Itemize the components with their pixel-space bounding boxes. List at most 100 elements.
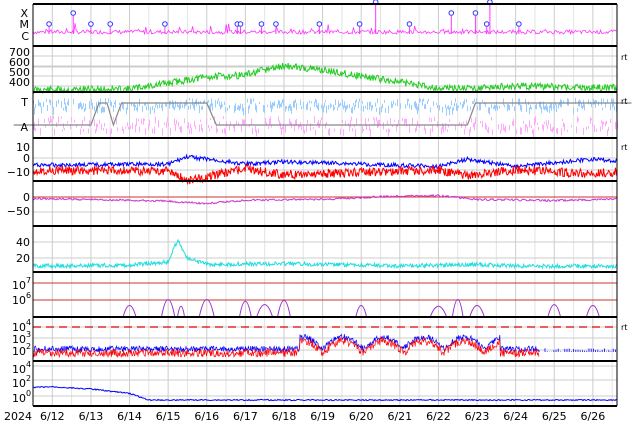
sector-away-mark bbox=[412, 117, 413, 125]
sector-away-mark bbox=[603, 121, 604, 125]
sector-away-mark bbox=[601, 120, 602, 124]
sector-toward-mark bbox=[195, 100, 196, 104]
y-tick-label: C bbox=[21, 30, 29, 43]
y-tick-label: 400 bbox=[9, 76, 30, 89]
sector-away-mark bbox=[67, 121, 68, 124]
sector-toward-mark bbox=[482, 99, 483, 103]
sector-toward-mark bbox=[66, 106, 67, 113]
sector-toward-mark bbox=[255, 103, 256, 111]
sector-toward-mark bbox=[250, 98, 251, 104]
sector-toward-mark bbox=[215, 100, 216, 108]
sector-toward-mark bbox=[371, 105, 372, 112]
y-tick-label: T bbox=[20, 96, 28, 109]
sector-away-mark bbox=[313, 127, 314, 130]
sector-away-mark bbox=[505, 125, 506, 133]
sector-toward-mark bbox=[340, 102, 341, 106]
sector-toward-mark bbox=[97, 105, 98, 114]
sector-away-mark bbox=[285, 125, 286, 133]
sector-away-mark bbox=[201, 123, 202, 131]
sector-toward-mark bbox=[194, 103, 195, 111]
sector-toward-mark bbox=[285, 106, 286, 112]
sector-away-mark bbox=[168, 122, 169, 127]
sector-away-mark bbox=[314, 116, 315, 123]
data-layer bbox=[13, 0, 632, 402]
sector-toward-mark bbox=[104, 107, 105, 113]
sector-away-mark bbox=[576, 126, 577, 134]
y-tick-label: M bbox=[20, 18, 30, 31]
sector-away-mark bbox=[441, 127, 442, 135]
sector-toward-mark bbox=[98, 100, 99, 105]
sector-toward-mark bbox=[425, 103, 426, 109]
sector-away-mark bbox=[162, 128, 163, 136]
sector-away-mark bbox=[82, 119, 83, 125]
sector-toward-mark bbox=[507, 103, 508, 112]
sector-toward-mark bbox=[539, 101, 540, 108]
fluence-arc bbox=[452, 299, 464, 317]
sector-toward-mark bbox=[161, 104, 162, 109]
sector-away-mark bbox=[278, 116, 279, 122]
sector-away-mark bbox=[149, 119, 150, 126]
sector-away-mark bbox=[366, 124, 367, 130]
sector-away-mark bbox=[351, 116, 352, 121]
flare-marker bbox=[70, 10, 77, 16]
sector-away-mark bbox=[352, 128, 353, 132]
sector-away-mark bbox=[594, 125, 595, 133]
sector-away-mark bbox=[553, 126, 554, 131]
sector-toward-mark bbox=[49, 99, 50, 103]
sector-away-mark bbox=[392, 124, 393, 128]
sector-toward-mark bbox=[217, 100, 218, 105]
sector-toward-mark bbox=[530, 104, 531, 110]
y-tick-label: 10 bbox=[12, 333, 26, 346]
sector-away-mark bbox=[431, 118, 432, 123]
sector-toward-mark bbox=[452, 107, 453, 115]
sector-away-mark bbox=[343, 129, 344, 136]
sector-away-mark bbox=[543, 124, 544, 132]
sector-away-mark bbox=[491, 116, 492, 121]
sector-toward-mark bbox=[526, 104, 527, 112]
sector-toward-mark bbox=[480, 103, 481, 111]
y-tick-label: 10 bbox=[12, 377, 26, 390]
sector-away-mark bbox=[474, 122, 475, 131]
sector-away-mark bbox=[224, 128, 225, 134]
sector-toward-mark bbox=[451, 100, 452, 106]
sector-toward-mark bbox=[82, 106, 83, 109]
sector-toward-mark bbox=[73, 98, 74, 105]
sector-toward-mark bbox=[142, 105, 143, 112]
xray-short-trace bbox=[32, 336, 540, 359]
flare-marker bbox=[316, 21, 323, 27]
sector-away-mark bbox=[219, 121, 220, 126]
sector-toward-mark bbox=[577, 107, 578, 112]
sector-away-mark bbox=[181, 126, 182, 133]
y-tick-label: X bbox=[20, 7, 28, 20]
sector-toward-mark bbox=[123, 102, 124, 110]
sector-away-mark bbox=[202, 128, 203, 133]
sector-toward-mark bbox=[103, 107, 104, 113]
sector-toward-mark bbox=[377, 98, 378, 104]
sector-toward-mark bbox=[50, 99, 51, 106]
fluence-arc bbox=[277, 299, 291, 317]
sector-toward-mark bbox=[120, 107, 121, 112]
sector-toward-mark bbox=[427, 100, 428, 105]
sector-away-mark bbox=[111, 128, 112, 134]
sector-away-mark bbox=[473, 123, 474, 128]
sector-toward-mark bbox=[83, 103, 84, 107]
right-marker: rt bbox=[621, 53, 627, 62]
sector-toward-mark bbox=[519, 98, 520, 106]
sector-toward-mark bbox=[477, 106, 478, 111]
sector-toward-mark bbox=[436, 102, 437, 106]
sector-away-mark bbox=[53, 116, 54, 120]
sector-toward-mark bbox=[554, 105, 555, 112]
sector-toward-mark bbox=[227, 107, 228, 111]
sector-away-mark bbox=[266, 122, 267, 127]
y-tick-exponent: 4 bbox=[26, 318, 31, 327]
sector-away-mark bbox=[429, 117, 430, 122]
sector-away-mark bbox=[97, 123, 98, 128]
sector-away-mark bbox=[234, 124, 235, 133]
sector-toward-mark bbox=[593, 98, 594, 105]
sector-toward-mark bbox=[464, 99, 465, 105]
sector-toward-mark bbox=[79, 103, 80, 109]
sector-toward-mark bbox=[356, 98, 357, 103]
sector-away-mark bbox=[355, 128, 356, 137]
sector-away-mark bbox=[417, 120, 418, 127]
sector-toward-mark bbox=[144, 103, 145, 106]
